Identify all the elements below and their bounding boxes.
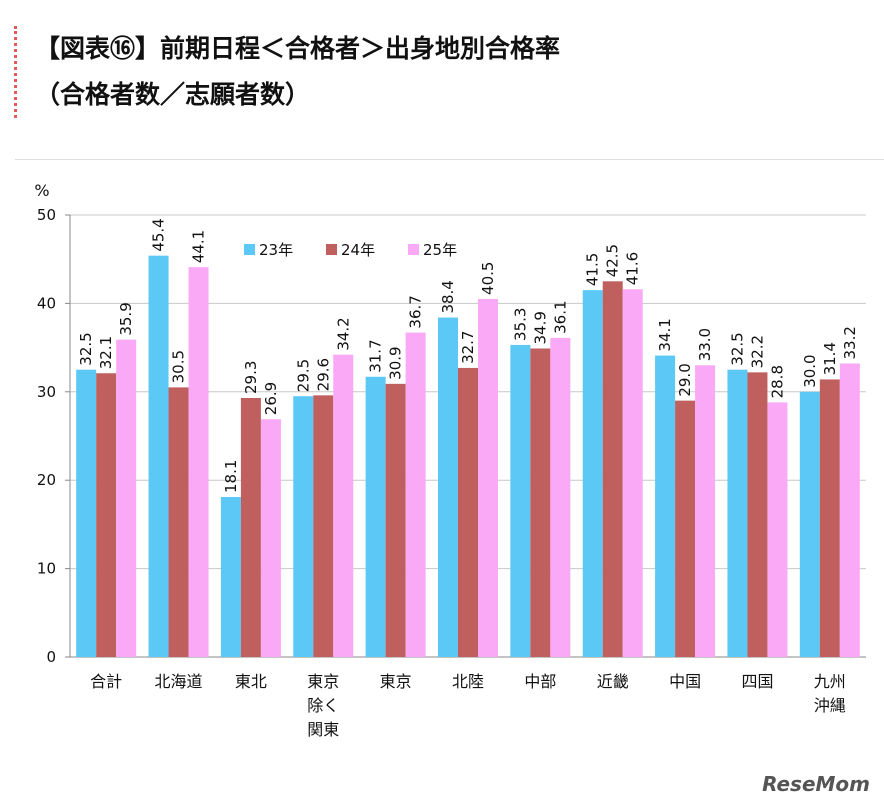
bar [510, 344, 531, 657]
value-label: 40.5 [479, 262, 497, 295]
y-tick-label: 50 [37, 206, 56, 224]
bar [96, 373, 117, 657]
bar [458, 367, 478, 657]
value-label: 36.1 [551, 300, 569, 333]
x-tick-label: 中部 [524, 672, 557, 691]
bar [767, 402, 788, 657]
x-tick-label: 東京 除く 関東 [307, 672, 340, 739]
value-label: 35.9 [117, 302, 135, 335]
bar [799, 391, 820, 657]
bar [188, 267, 209, 657]
value-label: 32.2 [748, 335, 766, 368]
bar [530, 348, 551, 657]
value-label: 42.5 [604, 244, 622, 277]
bar [655, 355, 676, 657]
bar [116, 339, 137, 657]
bar [365, 376, 386, 657]
value-label: 30.0 [801, 354, 819, 387]
bar [385, 383, 406, 657]
value-label: 29.5 [294, 359, 312, 392]
legend-label: 25年 [423, 241, 457, 259]
bar [747, 372, 768, 657]
bar [313, 395, 334, 657]
bar [260, 419, 281, 657]
value-label: 26.9 [262, 382, 280, 415]
y-axis-label: % [34, 181, 49, 200]
legend-swatch [408, 244, 419, 255]
value-label: 41.6 [624, 252, 642, 285]
value-label: 32.7 [459, 331, 477, 364]
bar [220, 496, 241, 657]
legend-swatch [244, 244, 255, 255]
legend-swatch [326, 244, 337, 255]
x-tick-label: 東北 [234, 672, 267, 691]
bar [695, 365, 716, 657]
value-label: 30.9 [387, 346, 405, 379]
bar [405, 332, 426, 657]
bar [148, 255, 169, 657]
x-tick-label: 近畿 [596, 672, 629, 691]
y-tick-label: 0 [46, 648, 56, 666]
bar [727, 369, 748, 657]
x-tick-label: 中国 [669, 672, 702, 691]
value-label: 31.7 [367, 339, 385, 372]
y-tick-label: 40 [37, 294, 56, 312]
bar [582, 290, 603, 657]
bar [438, 317, 458, 657]
value-label: 41.5 [584, 253, 602, 286]
value-label: 32.5 [728, 332, 746, 365]
bar [478, 298, 498, 657]
legend-label: 23年 [259, 241, 293, 259]
value-label: 29.0 [676, 363, 694, 396]
x-tick-label: 東京 [379, 672, 412, 691]
value-label: 29.6 [314, 358, 332, 391]
bar [168, 387, 189, 657]
bar [675, 400, 696, 657]
divider [15, 159, 884, 160]
value-label: 38.4 [439, 280, 457, 313]
value-label: 32.1 [97, 336, 115, 369]
value-label: 44.1 [190, 230, 208, 263]
bar [333, 354, 354, 657]
title-block: 【図表⑯】前期日程＜合格者＞出身地別合格率 （合格者数／志願者数） [14, 26, 560, 118]
value-label: 45.4 [150, 218, 168, 251]
x-tick-label: 北海道 [154, 672, 203, 691]
value-label: 33.0 [696, 328, 714, 361]
value-label: 34.9 [531, 311, 549, 344]
value-label: 30.5 [170, 350, 188, 383]
chart-title: 【図表⑯】前期日程＜合格者＞出身地別合格率 [35, 34, 561, 63]
value-label: 31.4 [821, 342, 839, 375]
value-label: 18.1 [222, 460, 240, 493]
chart-subtitle: （合格者数／志願者数） [35, 80, 311, 109]
x-tick-label: 合計 [90, 672, 123, 691]
bar [293, 396, 314, 657]
value-label: 35.3 [511, 308, 529, 341]
value-label: 34.2 [334, 317, 352, 350]
watermark: ReseMom [762, 772, 870, 796]
value-label: 36.7 [407, 295, 425, 328]
value-label: 34.1 [656, 318, 674, 351]
y-tick-label: 10 [37, 560, 56, 578]
bar [550, 337, 571, 657]
bar [76, 369, 97, 657]
value-label: 29.3 [242, 361, 260, 394]
x-tick-label: 四国 [741, 672, 774, 691]
value-label: 33.2 [841, 326, 859, 359]
bar [602, 281, 623, 657]
legend-label: 24年 [341, 241, 375, 259]
x-tick-label: 北陸 [451, 672, 484, 691]
x-tick-label: 九州 沖縄 [813, 672, 846, 715]
y-tick-label: 30 [37, 383, 56, 401]
bar [622, 289, 643, 657]
value-label: 28.8 [768, 365, 786, 398]
bar [819, 379, 840, 657]
bar [240, 397, 261, 657]
bar [839, 363, 860, 657]
value-label: 32.5 [77, 332, 95, 365]
y-tick-label: 20 [37, 471, 56, 489]
